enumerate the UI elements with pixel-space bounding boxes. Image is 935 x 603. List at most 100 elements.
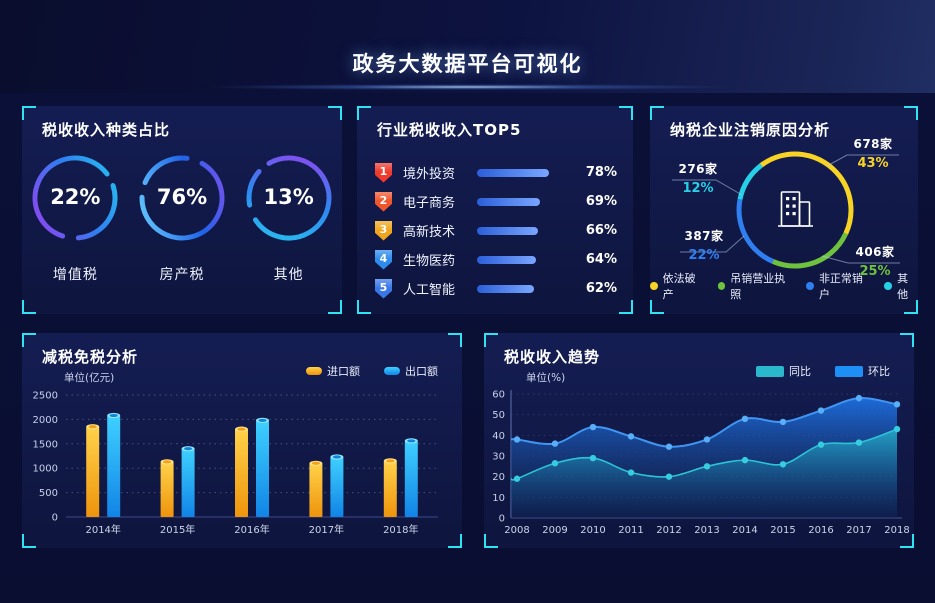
data-point-环比-2008[interactable]	[513, 436, 521, 443]
bar-track	[477, 255, 569, 264]
bar-fill[interactable]	[477, 255, 536, 264]
axis-label: 2018	[884, 525, 909, 536]
data-point-同比-2009[interactable]	[551, 460, 559, 467]
bar-进口额-2015年[interactable]	[160, 461, 174, 517]
rank-shield-icon: 5	[375, 278, 392, 299]
data-point-同比-2008[interactable]	[513, 475, 521, 482]
bar-出口额-2017年[interactable]	[330, 456, 344, 517]
legend-label: 非正常销户	[818, 272, 863, 301]
data-point-环比-2010[interactable]	[589, 423, 597, 431]
donut-ring[interactable]	[241, 150, 337, 246]
axis-label: 2010	[580, 525, 605, 536]
legend-item-进口额[interactable]: 进口额	[306, 363, 360, 379]
axis-label: 2017年	[309, 523, 344, 536]
bar-出口额-2014年[interactable]	[107, 415, 121, 517]
donut-ring[interactable]	[27, 150, 123, 246]
donut-category-label: 房产税	[159, 267, 205, 283]
bar-进口额-2014年[interactable]	[86, 426, 100, 517]
industry-label: 境外投资	[403, 167, 456, 182]
bar-legend: 进口额 出口额	[306, 363, 438, 379]
rank-shield-icon: 2	[375, 191, 392, 212]
legend-item-环比[interactable]: 环比	[835, 363, 890, 379]
bar-出口额-2016年[interactable]	[256, 420, 269, 517]
area-legend: 同比 环比	[756, 363, 890, 379]
donut-category-label: 其他	[273, 267, 304, 283]
bar-fill[interactable]	[477, 284, 535, 293]
data-point-环比-2016[interactable]	[817, 407, 825, 414]
panel-title: 税收收入种类占比	[42, 121, 171, 139]
data-point-环比-2012[interactable]	[665, 443, 673, 450]
axis-label: 2011	[618, 525, 643, 536]
legend-dot-icon	[650, 282, 658, 290]
top5-row-2: 2 电子商务 69%	[375, 187, 617, 216]
panel-title: 减税免税分析	[42, 348, 139, 366]
donut-value: 13%	[263, 185, 314, 209]
bar-fill[interactable]	[477, 168, 549, 177]
pie-slice-非正常销户[interactable]	[717, 132, 874, 289]
data-point-同比-2014[interactable]	[741, 456, 749, 464]
bar-fill[interactable]	[477, 226, 538, 235]
data-point-环比-2014[interactable]	[741, 415, 749, 422]
data-point-同比-2012[interactable]	[665, 473, 673, 480]
panel-title: 行业税收收入TOP5	[377, 121, 522, 139]
donut-增值税: 22% 增值税	[27, 150, 123, 284]
bar-进口额-2016年[interactable]	[235, 429, 248, 517]
data-point-同比-2015[interactable]	[779, 461, 787, 468]
donut-ring-svg	[134, 150, 230, 246]
pie-count: 678家	[853, 137, 893, 151]
legend-item-非正常销户[interactable]: 非正常销户	[806, 270, 871, 302]
axis-label: 2012	[656, 525, 681, 536]
axis-label: 40	[492, 431, 505, 442]
bar-track	[477, 284, 569, 293]
donut-category-label: 增值税	[52, 267, 98, 283]
bar-出口额-2015年[interactable]	[181, 448, 195, 517]
data-point-同比-2013[interactable]	[703, 463, 711, 470]
donut-房产税: 76% 房产税	[134, 150, 230, 284]
donut-ring[interactable]	[134, 150, 230, 246]
legend-item-吊销营业执照[interactable]: 吊销营业执照	[717, 270, 794, 302]
top5-row-1: 1 境外投资 78%	[375, 158, 617, 187]
bar-fill[interactable]	[477, 197, 541, 206]
axis-label: 2016年	[234, 523, 269, 536]
data-point-环比-2017[interactable]	[855, 394, 863, 402]
legend-label: 依法破产	[662, 272, 696, 301]
pie-slice-吊销营业执照[interactable]	[717, 132, 874, 289]
data-point-环比-2015[interactable]	[779, 418, 787, 426]
top5-row-5: 5 人工智能 62%	[375, 274, 617, 303]
bar-value-label: 64%	[585, 252, 617, 267]
legend-swatch-icon	[835, 365, 863, 377]
industry-label: 电子商务	[403, 196, 456, 211]
panel-tax-trend: 税收收入趋势 单位(%) 同比 环比 0 10 20 30 40 50 60 2008 2009 2…	[484, 333, 914, 548]
legend-item-其他[interactable]: 其他	[884, 270, 918, 302]
bar-track	[477, 168, 569, 177]
data-point-环比-2011[interactable]	[627, 433, 635, 440]
legend-item-依法破产[interactable]: 依法破产	[650, 270, 705, 302]
donut-value: 22%	[50, 185, 101, 209]
data-point-同比-2018[interactable]	[893, 425, 901, 433]
bar-value-label: 66%	[585, 223, 617, 238]
bar-进口额-2017年[interactable]	[309, 463, 323, 517]
axis-label: 2015	[770, 525, 795, 536]
data-point-环比-2009[interactable]	[551, 440, 559, 447]
top5-bar-list: 1 境外投资 78% 2 电子商务 69% 3 高新技术 66% 4 生物医药 64% 5 人工智能 62%	[375, 158, 617, 303]
axis-label: 2014	[732, 525, 757, 536]
pie-chart-svg	[672, 132, 900, 289]
legend-item-同比[interactable]: 同比	[756, 363, 811, 379]
bar-进口额-2018年[interactable]	[383, 460, 397, 517]
data-point-同比-2017[interactable]	[855, 439, 863, 446]
pie-count: 276家	[678, 162, 718, 176]
legend-label: 吊销营业执照	[730, 272, 786, 301]
data-point-环比-2018[interactable]	[893, 401, 901, 408]
axis-label: 2015年	[160, 523, 195, 536]
data-point-同比-2010[interactable]	[589, 454, 597, 462]
axis-label: 2017	[846, 525, 871, 536]
bar-出口额-2018年[interactable]	[404, 440, 418, 517]
pie-slice-其他[interactable]	[717, 132, 874, 289]
data-point-同比-2011[interactable]	[627, 469, 635, 476]
data-point-同比-2016[interactable]	[817, 441, 825, 448]
data-point-环比-2013[interactable]	[703, 436, 711, 443]
legend-item-出口额[interactable]: 出口额	[384, 363, 438, 379]
bar-track	[477, 226, 569, 235]
pie-label-其他: 276家 12%	[670, 163, 726, 195]
legend-swatch-icon	[306, 367, 322, 375]
